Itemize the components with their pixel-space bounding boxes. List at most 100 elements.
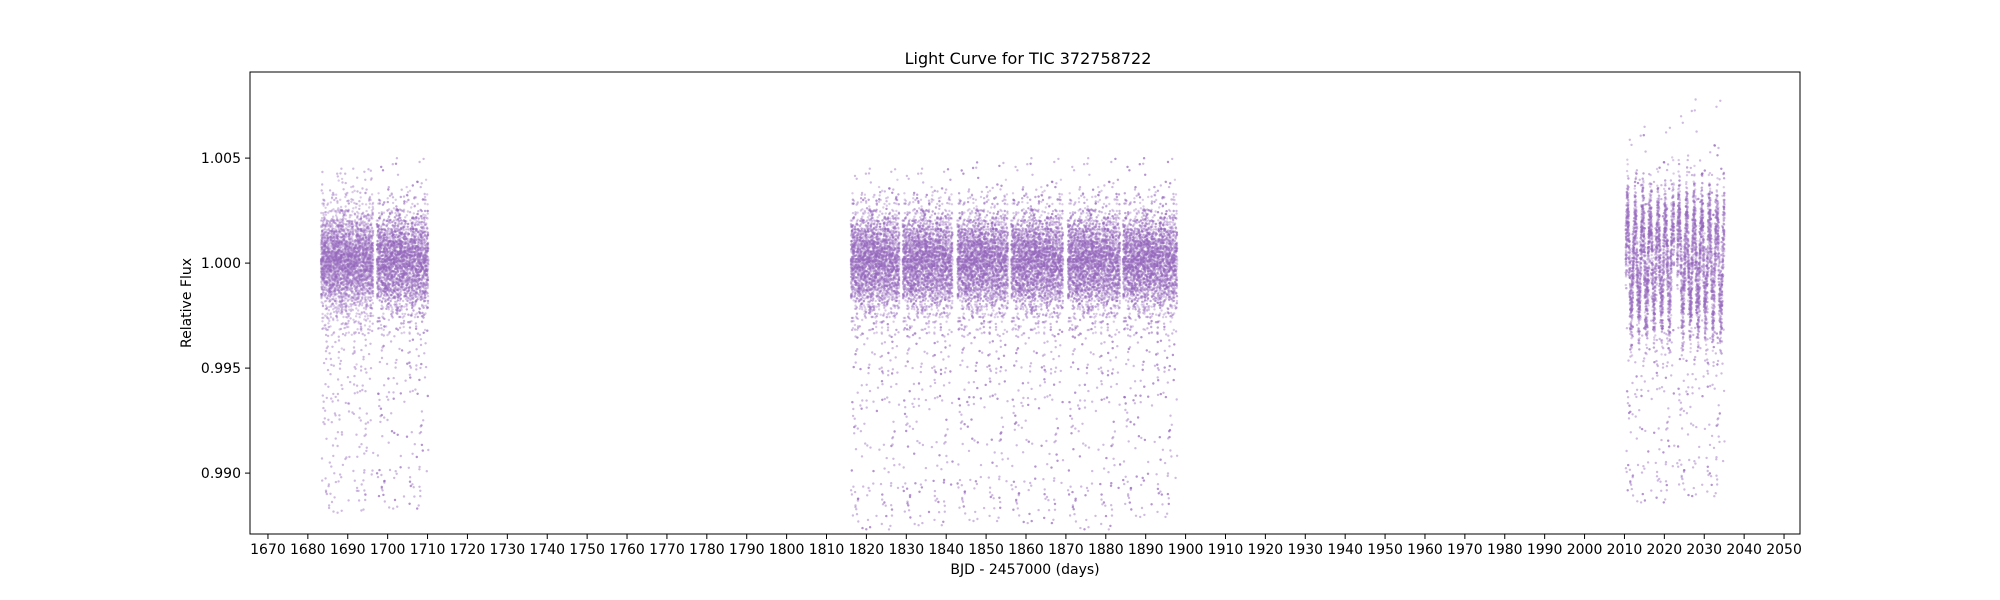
- data-point: [367, 352, 371, 356]
- data-point: [347, 283, 350, 286]
- data-point: [334, 263, 338, 267]
- data-point: [347, 261, 351, 264]
- data-point: [330, 304, 333, 307]
- data-point: [380, 349, 383, 352]
- data-point: [333, 247, 336, 250]
- data-point: [364, 338, 367, 341]
- data-point: [364, 315, 367, 318]
- data-point: [344, 272, 347, 276]
- data-point: [344, 322, 348, 325]
- data-point: [356, 227, 359, 230]
- data-point: [326, 312, 329, 315]
- data-point: [350, 308, 353, 311]
- data-point: [342, 243, 345, 246]
- data-point: [354, 315, 358, 318]
- data-point: [358, 200, 361, 203]
- data-point: [329, 225, 332, 228]
- data-point: [337, 480, 340, 483]
- data-point: [423, 195, 427, 199]
- data-point: [352, 318, 355, 321]
- data-point: [372, 451, 375, 455]
- data-point: [344, 334, 347, 337]
- data-point: [335, 275, 338, 278]
- data-point: [330, 279, 333, 282]
- data-point: [370, 261, 374, 264]
- data-point: [323, 257, 326, 261]
- data-point: [355, 247, 358, 250]
- data-point: [333, 472, 336, 475]
- data-point: [341, 181, 344, 184]
- data-point: [341, 248, 345, 251]
- data-point: [324, 383, 327, 386]
- data-point: [394, 361, 397, 364]
- data-point: [365, 223, 368, 226]
- data-point: [345, 228, 349, 231]
- data-point: [355, 363, 358, 366]
- data-point: [338, 243, 342, 246]
- data-point: [364, 344, 367, 347]
- data-point: [334, 310, 338, 313]
- data-point: [368, 287, 371, 290]
- data-point: [347, 331, 350, 334]
- data-point: [360, 228, 363, 231]
- data-point: [359, 232, 362, 236]
- data-point: [355, 251, 358, 254]
- data-point: [347, 305, 350, 308]
- data-point: [331, 244, 334, 247]
- data-point: [355, 235, 358, 238]
- data-point: [329, 316, 333, 319]
- data-point: [331, 220, 334, 223]
- data-point: [334, 197, 338, 200]
- data-point: [355, 301, 359, 304]
- data-point: [364, 427, 367, 430]
- data-point: [336, 235, 339, 238]
- data-point: [352, 346, 356, 349]
- data-point: [364, 493, 367, 496]
- data-point: [365, 446, 368, 449]
- data-point: [324, 333, 328, 337]
- data-point: [367, 290, 370, 293]
- data-point: [376, 297, 379, 300]
- data-point: [400, 188, 403, 191]
- data-point: [330, 230, 333, 233]
- data-point: [363, 489, 366, 492]
- data-point: [326, 297, 329, 300]
- data-point: [323, 199, 326, 202]
- data-point: [368, 274, 372, 277]
- data-point: [344, 244, 347, 247]
- data-point: [351, 270, 354, 274]
- data-point: [339, 292, 343, 295]
- data-point: [347, 252, 350, 255]
- data-point: [351, 299, 354, 303]
- data-point: [362, 268, 366, 272]
- data-point: [321, 316, 324, 320]
- data-point: [352, 383, 356, 386]
- data-point: [359, 196, 362, 199]
- data-point: [339, 282, 342, 285]
- data-point: [326, 237, 329, 240]
- data-point: [343, 280, 346, 283]
- data-point: [408, 476, 412, 479]
- data-point: [369, 304, 373, 307]
- data-point: [371, 469, 374, 472]
- data-point: [363, 334, 366, 337]
- data-point: [325, 437, 328, 440]
- data-point: [350, 290, 354, 293]
- data-point: [326, 255, 329, 259]
- data-point: [323, 234, 327, 238]
- data-point: [323, 422, 326, 426]
- data-point: [322, 217, 326, 220]
- data-point: [325, 396, 328, 400]
- data-point: [336, 378, 340, 381]
- data-point: [381, 489, 384, 492]
- data-point: [323, 224, 327, 227]
- data-point: [327, 418, 330, 421]
- data-point: [354, 242, 358, 246]
- data-point: [334, 437, 337, 440]
- data-point: [354, 267, 357, 271]
- data-point: [353, 265, 356, 268]
- data-point: [349, 281, 353, 284]
- data-point: [347, 265, 351, 268]
- data-point: [332, 251, 335, 254]
- data-point: [346, 255, 349, 258]
